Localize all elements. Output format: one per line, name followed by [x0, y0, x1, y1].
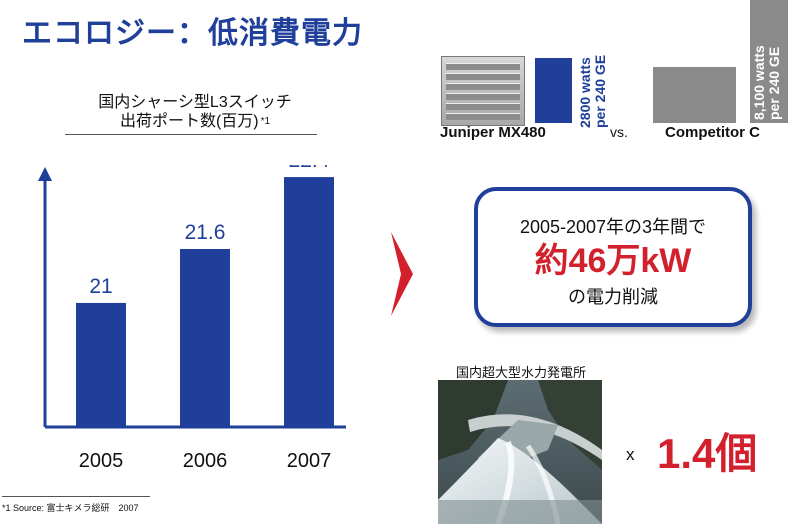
bar-2007: [284, 177, 334, 427]
chart-caption-line-1: 国内シャーシ型L3スイッチ: [98, 94, 292, 111]
chart-caption: 国内シャーシ型L3スイッチ 出荷ポート数(百万) *1: [70, 93, 320, 131]
juniper-watts-label: 2800 watts per 240 GE: [577, 54, 608, 128]
chart-caption-line-2: 出荷ポート数(百万): [119, 113, 259, 130]
competitor-power-bar: [750, 0, 788, 123]
competitor-product-label: Competitor C: [665, 124, 760, 141]
savings-description: の電力削減: [568, 287, 658, 307]
caption-underline: [65, 134, 317, 135]
juniper-product-label: Juniper MX480: [440, 124, 546, 141]
chart-caption-footnote-mark: *1: [260, 116, 271, 127]
vs-label: vs.: [610, 124, 628, 140]
dam-photo: [438, 380, 602, 524]
savings-callout: 2005-2007年の3年間で 約46万kW の電力削減: [474, 187, 752, 327]
bar-chart: 21 2005 21.6 2006 22.4 2007: [38, 165, 346, 472]
dam-caption: 国内超大型水力発電所: [456, 365, 587, 380]
arrow-chevron-icon: [391, 232, 413, 316]
bar-value-label: 22.4: [289, 165, 330, 172]
x-tick-label: 2007: [287, 450, 332, 472]
dam-multiplier: 1.4個: [657, 430, 758, 477]
competitor-product-block: [653, 67, 736, 123]
savings-amount: 約46万kW: [534, 242, 692, 280]
competitor-watts-label: 8,100 watts per 240 GE: [751, 45, 782, 120]
bar-2006: [180, 248, 230, 427]
footnote-source: *1 Source: 富士キメラ総研 2007: [2, 503, 139, 513]
bar-value-label: 21: [89, 275, 112, 298]
x-tick-label: 2005: [79, 450, 124, 472]
bar-2005: [76, 302, 126, 427]
times-label: x: [626, 445, 635, 464]
footnote-rule: [2, 496, 150, 497]
juniper-power-bar: [535, 58, 572, 123]
x-tick-label: 2006: [183, 450, 228, 472]
y-axis-arrow: [38, 167, 52, 181]
juniper-router-image: [441, 56, 525, 126]
bar-value-label: 21.6: [185, 221, 226, 244]
savings-period-text: 2005-2007年の3年間で: [519, 217, 707, 237]
page-title: エコロジー：低消費電力: [22, 17, 363, 50]
